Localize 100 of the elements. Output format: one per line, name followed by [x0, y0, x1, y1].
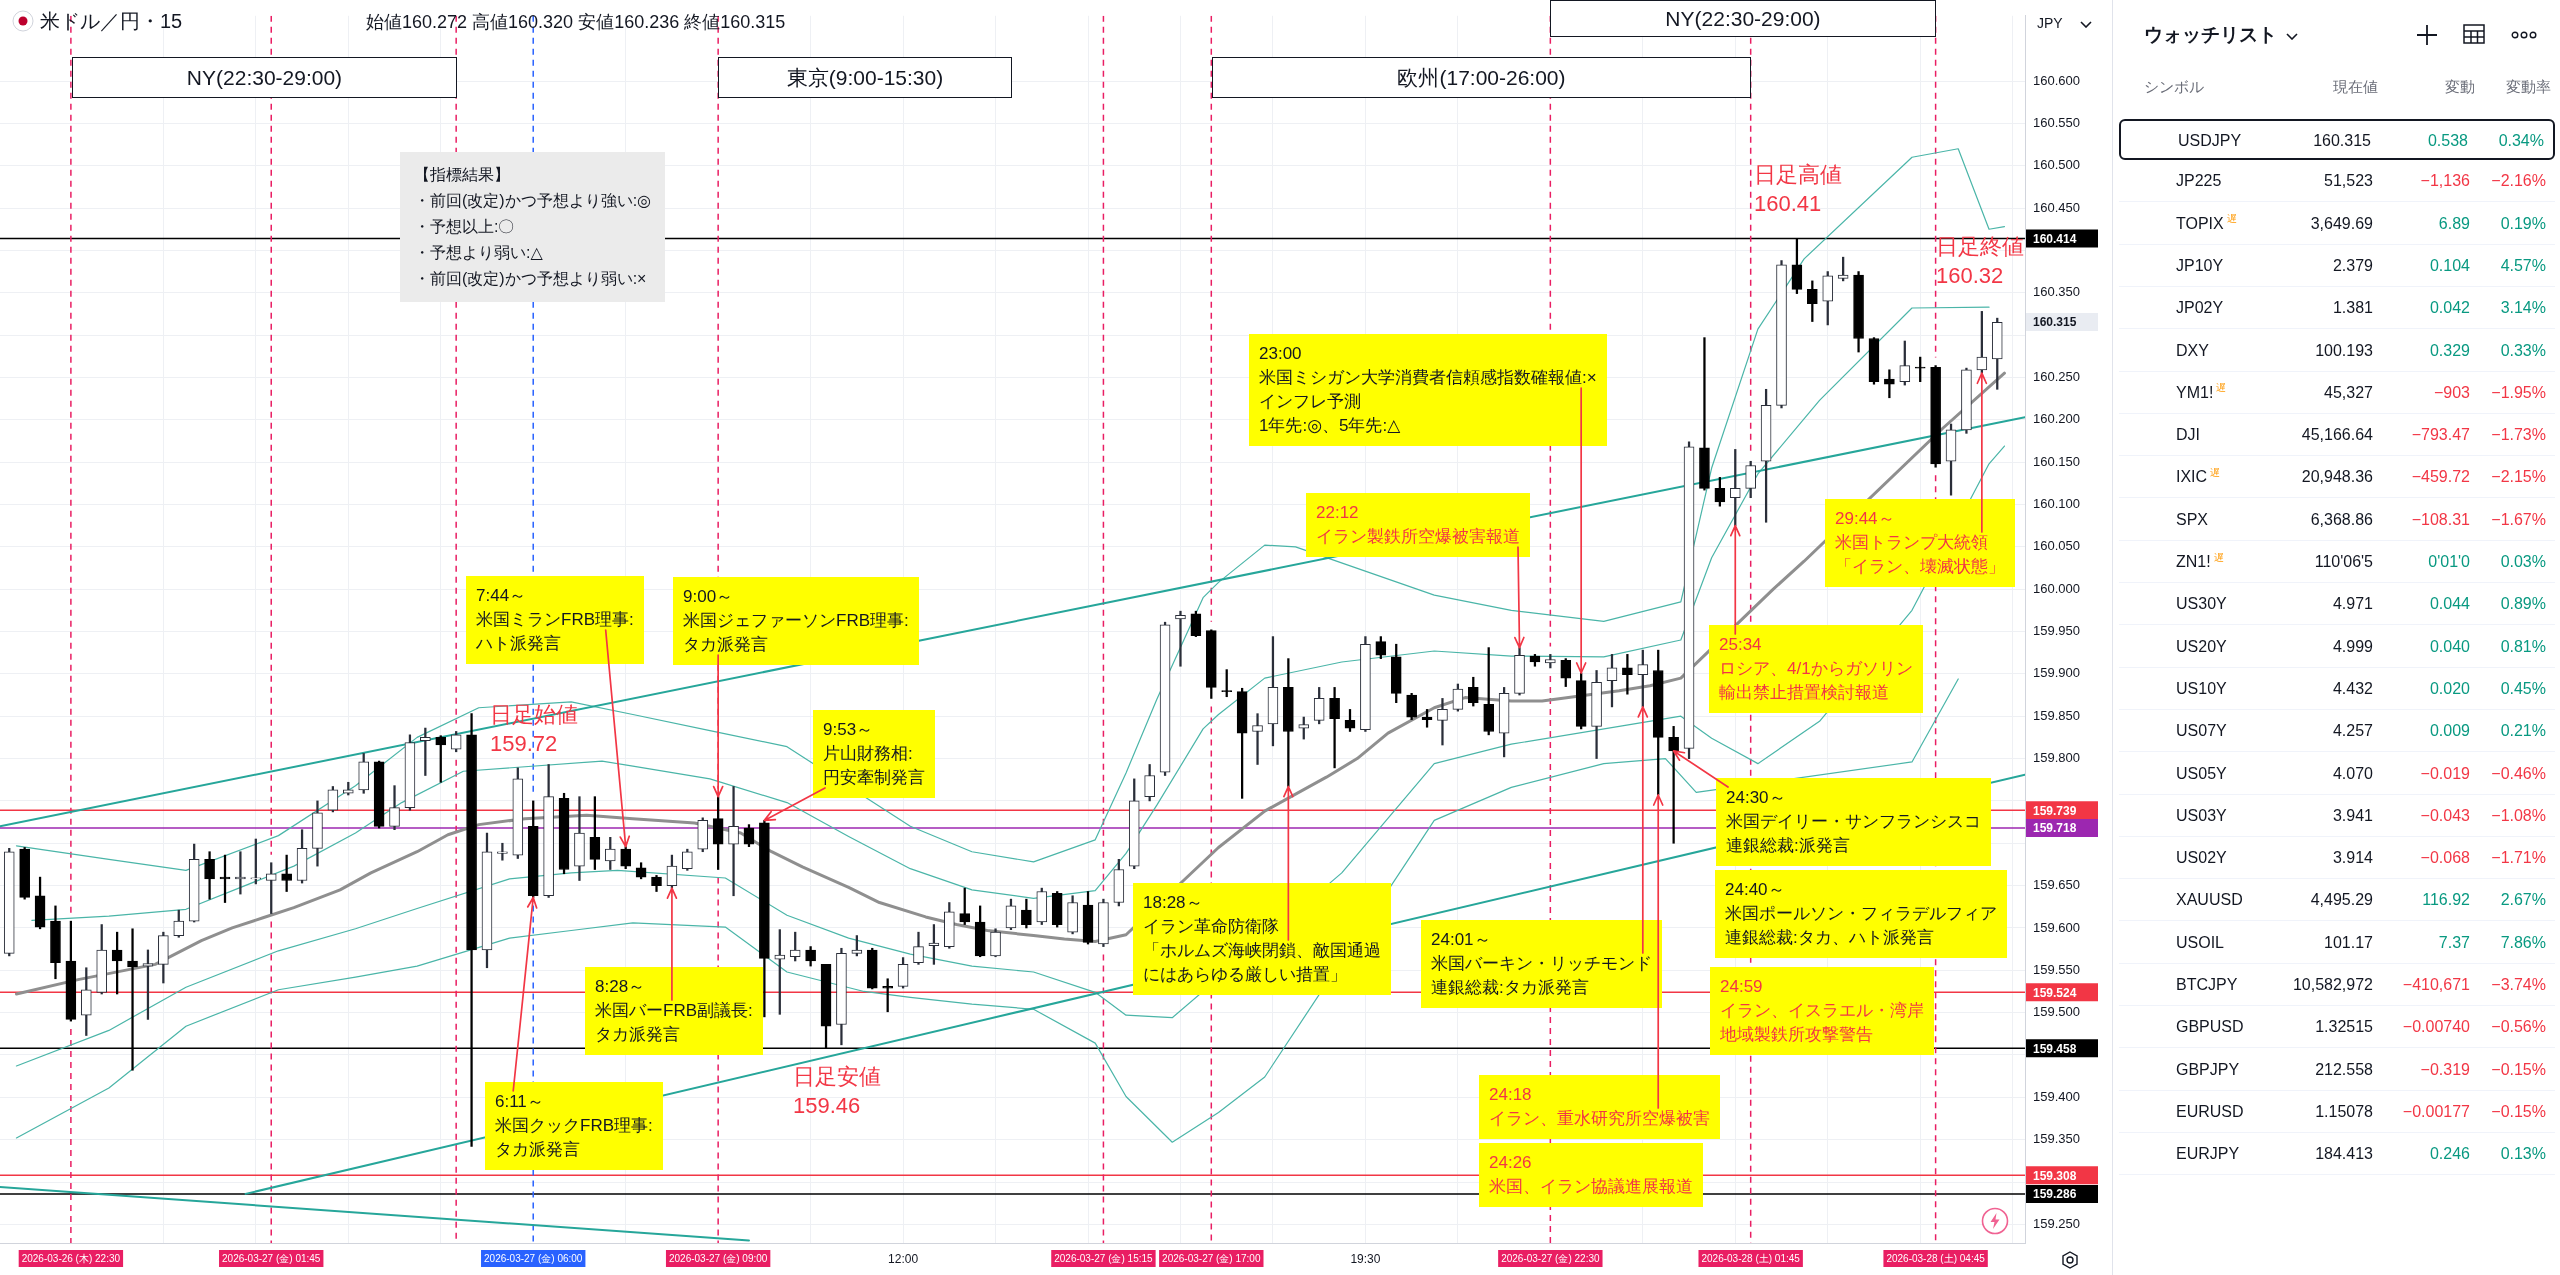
annotation: タカ派発言 — [683, 634, 769, 656]
annotation: 連銀総裁:タカ、ハト派発言 — [1725, 927, 1935, 949]
text: ウォッチリスト — [2144, 23, 2277, 47]
y-tick-label: 159.650 — [2033, 877, 2080, 893]
data-label: 0.246 — [2429, 1144, 2470, 1165]
data-label: 0.020 — [2429, 678, 2470, 699]
text: 変動率 — [2506, 77, 2551, 97]
ref-line-label: 2026-03-26 (木) 22:30 — [21, 1252, 121, 1264]
annotation: 8:28～ — [595, 976, 647, 998]
chart-title: 米ドル／円・15 — [40, 9, 183, 34]
data-label: 6.89 — [2438, 213, 2470, 234]
category-label: DXY — [2176, 340, 2209, 361]
category-label: TOPIX$^{遅}$ — [2176, 213, 2237, 234]
category-label: DJI — [2176, 425, 2200, 446]
text: 変動 — [2445, 77, 2475, 97]
data-label: −1,136 — [2420, 171, 2470, 192]
data-label: 6,368.86 — [2310, 509, 2373, 530]
y-tick-label: 160.200 — [2033, 411, 2080, 427]
data-label: −0.00177 — [2402, 1101, 2470, 1122]
annotation: 輸出禁止措置検討報道 — [1719, 682, 1890, 704]
x-tick-label: 19:30 — [1350, 1251, 1381, 1266]
category-label: XAUUSD — [2176, 890, 2243, 911]
y-tick-label: 160.600 — [2033, 72, 2080, 88]
annotation: 米国バーFRB副議長: — [595, 1000, 753, 1022]
data-label: 0.34% — [2498, 131, 2544, 151]
data-label: 20,948.36 — [2301, 467, 2373, 488]
data-label: 4.257 — [2332, 721, 2373, 742]
annotation: 9:53～ — [823, 719, 875, 741]
category-label: EURUSD — [2176, 1101, 2244, 1122]
data-label: −903 — [2433, 382, 2470, 403]
data-label: −459.72 — [2411, 467, 2470, 488]
y-tick-label: 159.350 — [2033, 1131, 2080, 1147]
data-label: 1.381 — [2332, 298, 2373, 319]
data-label: 0'01'0 — [2428, 552, 2470, 572]
category-label: US05Y — [2176, 763, 2227, 784]
annotation: 24:01～ — [1431, 929, 1492, 951]
category-label: US20Y — [2176, 636, 2227, 657]
data-label: −0.00740 — [2402, 1017, 2470, 1038]
annotation: にはあらゆる厳しい措置」 — [1143, 964, 1348, 986]
data-label: 110'06'5 — [2314, 552, 2373, 572]
annotation: 円安牽制発言 — [823, 767, 925, 789]
y-tick-label: 160.350 — [2033, 284, 2080, 300]
annotation: イラン革命防衛隊 — [1143, 916, 1280, 938]
annotation: 日足終値 — [1936, 233, 2024, 261]
data-label: −2.16% — [2491, 171, 2546, 192]
annotation: 片山財務相: — [823, 743, 914, 765]
ref-line-label: 160.414 — [2033, 231, 2077, 246]
annotation: 24:26 — [1489, 1152, 1533, 1174]
text: シンボル — [2144, 77, 2204, 97]
data-label: 212.558 — [2315, 1059, 2373, 1080]
label-frame: 欧州(17:00-26:00) — [1212, 57, 1751, 98]
category-label: US03Y — [2176, 805, 2227, 826]
ref-line-label: 159.458 — [2033, 1041, 2077, 1056]
data-label: 0.13% — [2500, 1144, 2546, 1165]
data-label: 100.193 — [2315, 340, 2373, 361]
category-label: US30Y — [2176, 594, 2227, 615]
y-tick-label: 159.900 — [2033, 665, 2080, 681]
data-label: 4.070 — [2332, 763, 2373, 784]
ref-line-label: 2026-03-27 (金) 22:30 — [1501, 1252, 1600, 1264]
category-label: USDJPY — [2178, 131, 2242, 151]
data-label: 2.67% — [2500, 890, 2546, 911]
category-label: US02Y — [2176, 848, 2227, 869]
ref-line-label: 2026-03-27 (金) 09:00 — [668, 1252, 768, 1264]
y-tick-label: 160.000 — [2033, 580, 2080, 596]
y-tick-label: 160.550 — [2033, 114, 2080, 130]
data-label: 0.81% — [2500, 636, 2546, 657]
chart-subtitle: 始値160.272 高値160.320 安値160.236 終値160.315 — [366, 11, 786, 34]
data-label: 0.19% — [2500, 213, 2546, 234]
data-label: −0.56% — [2491, 1017, 2546, 1038]
category-label: USOIL — [2176, 932, 2225, 953]
ref-line-label: 159.286 — [2033, 1187, 2077, 1202]
annotation: 24:18 — [1489, 1084, 1533, 1106]
annotation: 25:34 — [1719, 634, 1763, 656]
y-tick-label: 159.850 — [2033, 707, 2080, 723]
data-label: 0.33% — [2500, 340, 2546, 361]
data-label: 45,327 — [2324, 382, 2373, 403]
y-tick-label: 160.150 — [2033, 453, 2080, 469]
annotation: 連銀総裁:派発言 — [1726, 835, 1851, 857]
data-label: 3.914 — [2332, 848, 2373, 869]
annotation: 「ホルムズ海峡閉鎖、敵国通過 — [1143, 940, 1381, 962]
annotation: 米国ミシガン大学消費者信頼感指数確報値:× — [1259, 367, 1597, 389]
annotation: 米国バーキン・リッチモンド — [1431, 953, 1652, 975]
text: 現在値 — [2333, 77, 2378, 97]
data-label: 116.92 — [2422, 890, 2470, 911]
annotation: 米国クックFRB理事: — [495, 1115, 653, 1137]
data-label: −0.043 — [2420, 805, 2470, 826]
y-tick-label: 160.250 — [2033, 369, 2080, 385]
data-label: −2.15% — [2491, 467, 2546, 488]
data-label: 0.03% — [2500, 552, 2546, 572]
annotation: 159.72 — [490, 730, 559, 758]
ref-line-label: 2026-03-28 (土) 01:45 — [1701, 1252, 1801, 1264]
ref-line-label: 2026-03-27 (金) 17:00 — [1162, 1252, 1261, 1264]
annotation: 24:30～ — [1726, 787, 1787, 809]
ref-line-label: 159.524 — [2033, 985, 2077, 1000]
annotation: 米国トランプ大統領 — [1835, 532, 1989, 554]
annotation: 欧州(17:00-26:00) — [1397, 64, 1566, 91]
data-label: −410,671 — [2402, 975, 2470, 995]
annotation: 連銀総裁:タカ派発言 — [1431, 977, 1590, 999]
data-label: −0.319 — [2420, 1059, 2470, 1080]
data-label: 0.040 — [2429, 636, 2470, 657]
